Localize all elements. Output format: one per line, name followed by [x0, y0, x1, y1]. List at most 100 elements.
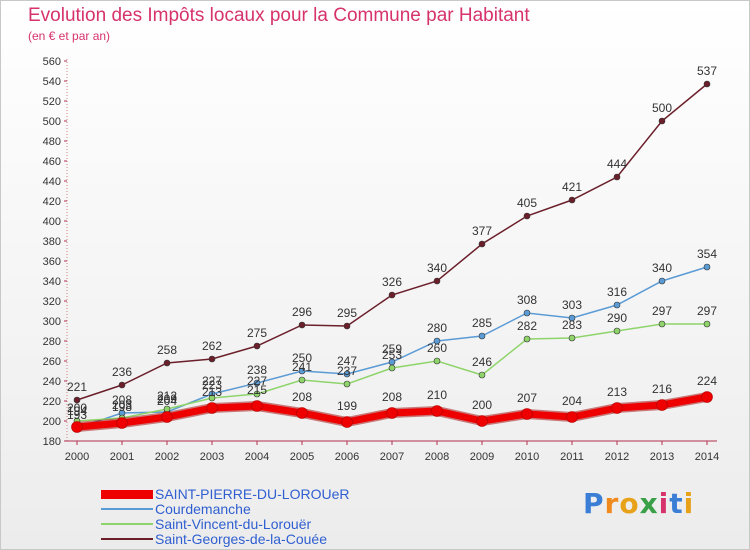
data-label: 198: [112, 400, 132, 414]
data-point: [523, 335, 531, 343]
data-point: [251, 400, 263, 412]
logo-letter: P: [583, 487, 605, 520]
y-tick-label: 380: [43, 236, 61, 248]
y-tick-label: 520: [43, 96, 61, 108]
data-point: [118, 381, 126, 389]
data-point: [613, 173, 621, 181]
y-tick-label: 420: [43, 196, 61, 208]
x-tick-label: 2011: [560, 451, 584, 463]
chart-title: Evolution des Impôts locaux pour la Comm…: [28, 5, 530, 26]
data-point: [478, 371, 486, 379]
legend-label: Saint-Georges-de-la-Couée: [155, 531, 327, 547]
data-point: [478, 332, 486, 340]
data-label: 237: [337, 364, 357, 378]
y-tick-label: 220: [43, 396, 61, 408]
data-point: [433, 337, 441, 345]
data-label: 303: [562, 298, 582, 312]
x-tick-label: 2005: [290, 451, 314, 463]
data-point: [431, 405, 443, 417]
data-label: 285: [472, 316, 492, 330]
data-point: [658, 117, 666, 125]
data-point: [433, 357, 441, 365]
x-tick-label: 2006: [335, 451, 359, 463]
data-label: 221: [67, 380, 87, 394]
data-point: [116, 417, 128, 429]
data-point: [343, 380, 351, 388]
x-tick-label: 2003: [200, 451, 224, 463]
legend-swatch: [101, 508, 153, 510]
legend-label: Saint-Vincent-du-Lorouër: [155, 516, 312, 532]
data-label: 193: [67, 408, 87, 422]
y-tick-label: 260: [43, 356, 61, 368]
data-label: 260: [427, 341, 447, 355]
data-point: [703, 263, 711, 271]
data-point: [298, 376, 306, 384]
y-tick-label: 480: [43, 136, 61, 148]
data-label: 405: [517, 196, 537, 210]
data-label: 500: [652, 101, 672, 115]
data-label: 204: [157, 394, 177, 408]
data-label: 250: [292, 351, 312, 365]
data-label: 209: [157, 392, 177, 406]
data-point: [521, 408, 533, 420]
data-label: 444: [607, 157, 627, 171]
data-label: 207: [517, 391, 537, 405]
data-point: [703, 80, 711, 88]
data-point: [523, 212, 531, 220]
data-label: 194: [67, 404, 87, 418]
y-tick-label: 360: [43, 256, 61, 268]
data-label: 326: [382, 275, 402, 289]
x-tick-label: 2004: [245, 451, 269, 463]
data-point: [206, 402, 218, 414]
y-tick-label: 400: [43, 216, 61, 228]
proxiti-logo: Proxiti: [583, 487, 694, 520]
x-tick-label: 2010: [515, 451, 539, 463]
data-label: 213: [202, 385, 222, 399]
data-point: [611, 402, 623, 414]
data-label: 316: [607, 285, 627, 299]
y-tick-label: 440: [43, 176, 61, 188]
x-tick-label: 2008: [425, 451, 449, 463]
y-tick-label: 280: [43, 336, 61, 348]
y-tick-label: 200: [43, 416, 61, 428]
data-point: [163, 359, 171, 367]
data-point: [658, 277, 666, 285]
y-tick-label: 240: [43, 376, 61, 388]
logo-letter: o: [619, 487, 640, 520]
y-tick-label: 560: [43, 56, 61, 68]
legend-swatch: [101, 523, 153, 525]
data-point: [343, 370, 351, 378]
data-label: 199: [337, 399, 357, 413]
axes: 180 200 220 240 260 280 300 320 340 360 380 400 420 4…: [43, 56, 720, 463]
data-point: [73, 396, 81, 404]
y-tick-label: 540: [43, 76, 61, 88]
data-label: 340: [427, 261, 447, 275]
logo-letter: t: [669, 487, 684, 520]
y-tick-label: 300: [43, 316, 61, 328]
data-label: 280: [427, 321, 447, 335]
x-tick-label: 2001: [110, 451, 134, 463]
data-point: [341, 416, 353, 428]
data-label: 308: [517, 293, 537, 307]
series-2: [73, 320, 711, 425]
series-layer: [71, 80, 713, 433]
data-label: 224: [697, 374, 717, 388]
data-label: 253: [382, 348, 402, 362]
data-label: 283: [562, 318, 582, 332]
y-tick-label: 460: [43, 156, 61, 168]
data-point: [253, 379, 261, 387]
x-tick-label: 2002: [155, 451, 179, 463]
data-label: 282: [517, 319, 537, 333]
logo-letter: i: [658, 487, 670, 520]
series-3: [73, 80, 711, 404]
data-label: 295: [337, 306, 357, 320]
chart-subtitle: (en € et par an): [28, 29, 111, 43]
x-tick-label: 2009: [470, 451, 494, 463]
data-label: 258: [157, 343, 177, 357]
logo-letter: x: [639, 487, 659, 520]
data-point: [388, 364, 396, 372]
data-point: [658, 320, 666, 328]
data-label: 241: [292, 360, 312, 374]
